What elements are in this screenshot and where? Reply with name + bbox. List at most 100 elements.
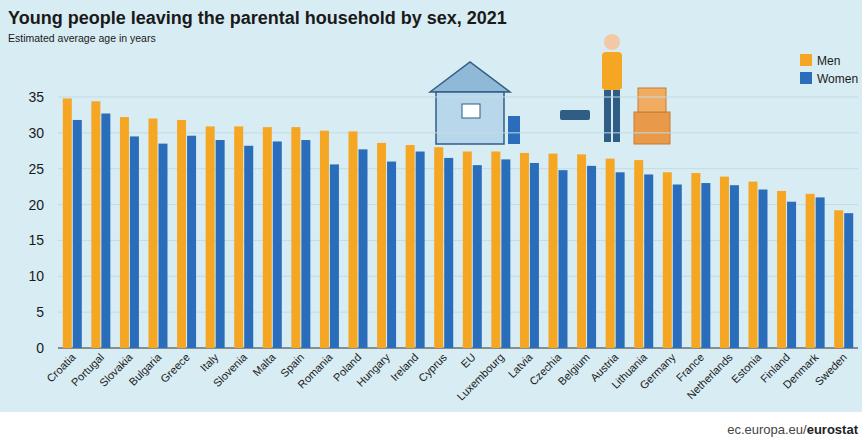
source-part: eurostat <box>807 422 859 437</box>
bar <box>301 140 310 348</box>
bar <box>349 131 358 348</box>
x-tick-label: Hungary <box>354 351 392 389</box>
legend-swatch <box>800 72 812 84</box>
x-tick-label: Cyprus <box>416 351 449 384</box>
person-leg <box>613 90 620 142</box>
title: Young people leaving the parental househ… <box>8 8 507 28</box>
bar <box>644 174 653 348</box>
house-window <box>462 104 480 118</box>
bar <box>749 182 758 348</box>
x-tick-label: EU <box>458 351 477 370</box>
bar <box>587 166 596 348</box>
bar <box>101 113 110 348</box>
box <box>634 112 670 144</box>
bar <box>330 164 339 348</box>
bar <box>720 177 729 348</box>
y-tick-label: 35 <box>28 89 44 105</box>
bar <box>759 190 768 348</box>
grid-line <box>58 97 858 98</box>
y-tick-label: 30 <box>28 125 44 141</box>
bar <box>777 191 786 348</box>
bar <box>63 98 72 348</box>
bar <box>663 172 672 348</box>
bar <box>91 101 100 348</box>
y-tick-label: 20 <box>28 197 44 213</box>
y-tick-label: 10 <box>28 268 44 284</box>
bar <box>844 213 853 348</box>
bar <box>177 120 186 348</box>
bar <box>263 127 272 348</box>
y-tick-label: 15 <box>28 232 44 248</box>
y-tick-label: 5 <box>36 304 44 320</box>
source: ec.europa.eu/eurostat <box>727 422 858 437</box>
panel-background <box>0 0 862 412</box>
x-tick-label: Belgium <box>555 351 592 388</box>
person-body <box>602 52 622 90</box>
bar <box>416 152 425 348</box>
bar <box>244 146 253 348</box>
x-tick-label: Netherlands <box>684 351 735 402</box>
bar <box>691 173 700 348</box>
x-tick-label: Greece <box>158 351 192 385</box>
bar <box>806 194 815 348</box>
bar <box>320 131 329 348</box>
bar <box>159 144 168 348</box>
x-tick-label: Estonia <box>729 350 764 385</box>
chart: Young people leaving the parental househ… <box>0 0 868 442</box>
legend: MenWomen <box>800 54 858 86</box>
bar <box>577 154 586 348</box>
x-tick-label: Bulgaria <box>126 350 164 388</box>
x-tick-label: Italy <box>198 351 221 374</box>
box <box>638 88 666 112</box>
bag <box>560 110 590 120</box>
bar <box>816 197 825 348</box>
bar <box>377 143 386 348</box>
x-tick-label: Luxembourg <box>455 351 507 403</box>
bar <box>549 154 558 348</box>
bar <box>606 159 615 348</box>
x-tick-label: Denmark <box>781 351 821 391</box>
bar <box>234 126 243 348</box>
bar <box>130 136 139 348</box>
house-wall <box>436 92 504 144</box>
bar <box>673 184 682 348</box>
bar <box>616 172 625 348</box>
bar <box>273 141 282 348</box>
bar <box>187 136 196 348</box>
bar <box>406 145 415 348</box>
source-part: ec.europa.eu/ <box>727 422 807 437</box>
bar <box>787 202 796 348</box>
x-tick-label: Slovenia <box>211 350 250 389</box>
person-leg <box>604 90 611 142</box>
bar <box>387 162 396 348</box>
bar <box>559 170 568 348</box>
bar <box>501 159 510 348</box>
bar <box>530 163 539 348</box>
bar <box>473 165 482 348</box>
bar <box>359 149 368 348</box>
bar <box>73 120 82 348</box>
x-tick-label: Sweden <box>813 351 850 388</box>
bar <box>120 117 129 348</box>
bar <box>434 147 443 348</box>
bin <box>508 116 520 144</box>
x-tick-label: Germany <box>637 351 678 392</box>
x-tick-label: Ireland <box>388 351 420 383</box>
bar <box>520 153 529 348</box>
legend-swatch <box>800 54 812 66</box>
bars <box>63 98 853 348</box>
person-head <box>604 34 620 50</box>
x-tick-label: Romania <box>295 350 335 390</box>
bar <box>634 160 643 348</box>
y-tick-label: 25 <box>28 161 44 177</box>
x-tick-label: Malta <box>250 350 278 378</box>
legend-label: Women <box>817 72 858 86</box>
bar <box>444 158 453 348</box>
bar <box>291 127 300 348</box>
subtitle: Estimated average age in years <box>8 32 156 44</box>
bar <box>149 119 158 348</box>
bar <box>730 185 739 348</box>
bar <box>463 152 472 348</box>
illustration <box>430 34 670 144</box>
bar <box>216 140 225 348</box>
